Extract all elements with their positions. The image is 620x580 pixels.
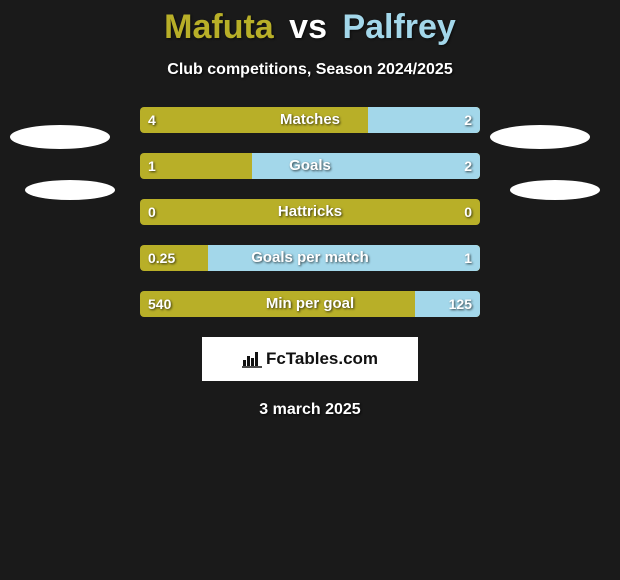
stat-label: Matches [140,107,480,133]
stat-bar: 00Hattricks [140,199,480,225]
player2-name: Palfrey [342,8,455,46]
player-photo-placeholder [25,180,115,200]
logo: FcTables.com [242,349,378,369]
player-photo-placeholder [10,125,110,149]
vs-text: vs [289,8,327,46]
stat-row: 00Hattricks [0,199,620,225]
stat-row: 12Goals [0,153,620,179]
stat-row: 540125Min per goal [0,291,620,317]
player1-name: Mafuta [164,8,274,46]
stat-label: Hattricks [140,199,480,225]
date-text: 3 march 2025 [0,401,620,419]
stat-row: 0.251Goals per match [0,245,620,271]
stat-label: Goals [140,153,480,179]
stat-bar: 0.251Goals per match [140,245,480,271]
stat-bar: 12Goals [140,153,480,179]
player-photo-placeholder [490,125,590,149]
stat-bar: 540125Min per goal [140,291,480,317]
stat-label: Goals per match [140,245,480,271]
stat-label: Min per goal [140,291,480,317]
player-photo-placeholder [510,180,600,200]
logo-text: FcTables.com [266,349,378,369]
logo-box: FcTables.com [202,337,418,381]
page-title: Mafuta vs Palfrey [0,0,620,47]
stat-bar: 42Matches [140,107,480,133]
subtitle: Club competitions, Season 2024/2025 [0,61,620,79]
bar-chart-icon [242,350,262,368]
